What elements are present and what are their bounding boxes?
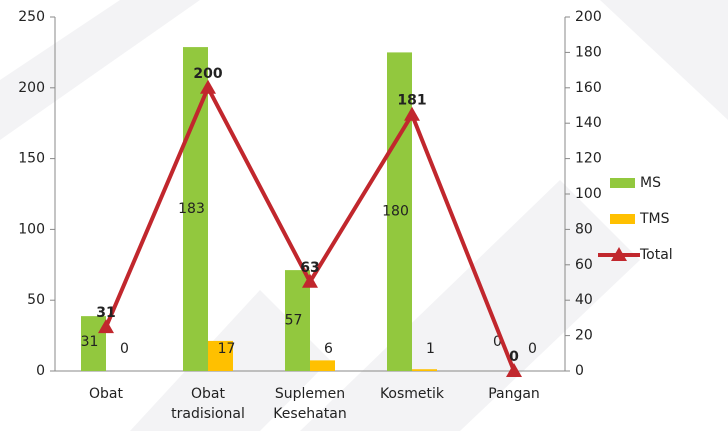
y-tick-label: 200 <box>18 80 45 96</box>
y2-tick-label: 0 <box>575 363 584 379</box>
legend-label: TMS <box>639 211 670 227</box>
line-marker <box>200 79 216 94</box>
line-marker <box>302 273 318 288</box>
y-tick-label: 150 <box>18 151 45 167</box>
line-marker <box>98 319 114 334</box>
value-label: 1 <box>426 341 435 357</box>
bar <box>208 340 233 371</box>
value-label: 0 <box>493 334 502 350</box>
value-label: 57 <box>285 313 303 329</box>
y2-tick-label: 200 <box>575 9 602 25</box>
legend-label: Total <box>639 247 673 263</box>
line-marker <box>506 363 522 377</box>
y2-tick-label: 140 <box>575 115 602 131</box>
y2-tick-label: 180 <box>575 44 602 60</box>
y2-tick-label: 40 <box>575 292 593 308</box>
value-label: 31 <box>96 305 115 321</box>
y-tick-label: 50 <box>27 292 45 308</box>
value-label: 63 <box>300 260 319 276</box>
x-tick-label: Pangan <box>488 386 540 402</box>
y2-tick-label: 20 <box>575 328 593 344</box>
value-label: 0 <box>509 349 519 365</box>
bar <box>412 369 437 371</box>
line-marker <box>404 106 420 121</box>
x-tick-label: Obat <box>89 386 123 402</box>
value-label: 0 <box>120 341 129 357</box>
value-label: 17 <box>218 341 236 357</box>
y2-tick-label: 80 <box>575 221 593 237</box>
y2-tick-label: 120 <box>575 151 602 167</box>
y-tick-label: 250 <box>18 9 45 25</box>
bar <box>387 52 412 372</box>
y-tick-label: 100 <box>18 221 45 237</box>
bar <box>81 316 106 371</box>
legend-label: MS <box>640 175 661 191</box>
value-label: 181 <box>397 93 426 109</box>
x-tick-label: Suplemen Kesehatan <box>273 386 346 422</box>
y2-tick-label: 160 <box>575 80 602 96</box>
x-tick-label: Obat tradisional <box>171 386 245 422</box>
value-label: 200 <box>193 66 222 82</box>
legend-marker <box>611 247 627 261</box>
value-label: 180 <box>382 204 409 220</box>
value-label: 183 <box>178 201 205 217</box>
y2-tick-label: 100 <box>575 186 602 202</box>
value-label: 0 <box>528 341 537 357</box>
y-tick-label: 0 <box>36 363 45 379</box>
bar <box>310 360 335 371</box>
value-label: 6 <box>324 341 333 357</box>
y2-tick-label: 60 <box>575 257 593 273</box>
legend-swatch <box>610 178 635 188</box>
x-tick-label: Kosmetik <box>380 386 445 402</box>
legend-swatch <box>610 214 635 224</box>
value-label: 31 <box>81 334 99 350</box>
